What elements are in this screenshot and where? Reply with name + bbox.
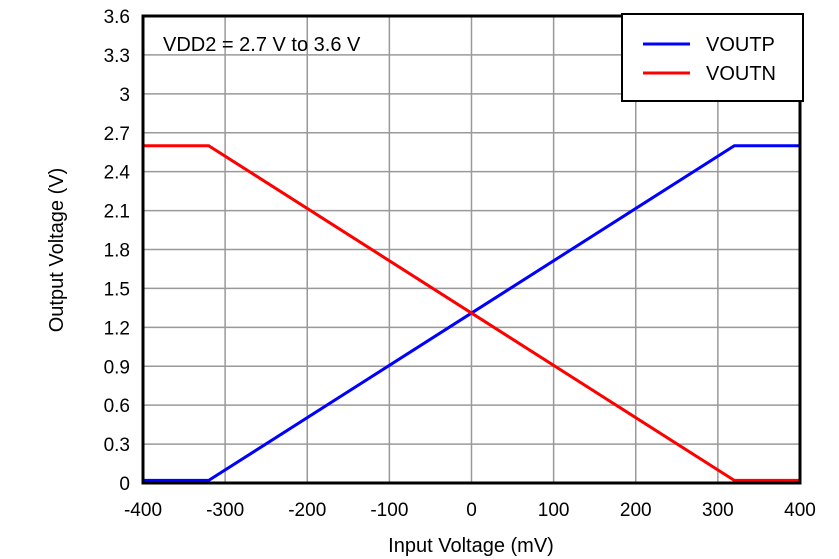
y-tick-label: 0.9 — [104, 357, 130, 378]
y-tick-label: 0.3 — [104, 435, 130, 456]
y-tick-label: 0 — [119, 474, 130, 495]
y-tick-label: 2.7 — [104, 124, 130, 145]
y-axis-label: Output Voltage (V) — [46, 168, 68, 333]
x-tick-label: 400 — [784, 500, 816, 521]
legend-box — [621, 13, 804, 102]
x-axis-label: Input Voltage (mV) — [388, 535, 554, 557]
x-tick-label: -200 — [288, 500, 326, 521]
x-tick-label: -400 — [124, 500, 162, 521]
y-tick-label: 0.6 — [104, 396, 130, 417]
x-tick-label: 100 — [538, 500, 570, 521]
x-tick-label: 200 — [620, 500, 652, 521]
legend-label-voutp: VOUTP — [706, 34, 775, 56]
y-tick-label: 1.2 — [104, 318, 130, 339]
x-tick-label: -300 — [206, 500, 244, 521]
x-tick-label: 0 — [466, 500, 477, 521]
x-tick-label: 300 — [702, 500, 734, 521]
plot-frame — [141, 14, 802, 485]
y-tick-label: 3.6 — [104, 7, 130, 28]
y-tick-label: 3 — [119, 85, 130, 106]
y-tick-label: 1.5 — [104, 279, 130, 300]
series-lines — [143, 144, 800, 482]
y-tick-label: 1.8 — [104, 241, 130, 262]
tick-labels: -400 -300 -200 -100 0 100 200 300 400 0 0.3 0.6 0.9 1… — [104, 7, 816, 521]
annotation: VDD2 = 2.7 V to 3.6 V — [163, 34, 361, 56]
x-tick-label: -100 — [370, 500, 408, 521]
legend: VOUTP VOUTN — [621, 13, 804, 102]
y-tick-label: 2.4 — [104, 163, 131, 184]
y-tick-label: 2.1 — [104, 202, 130, 223]
series-line-voutn — [143, 144, 800, 482]
legend-label-voutn: VOUTN — [706, 63, 776, 85]
y-tick-label: 3.3 — [104, 46, 130, 67]
